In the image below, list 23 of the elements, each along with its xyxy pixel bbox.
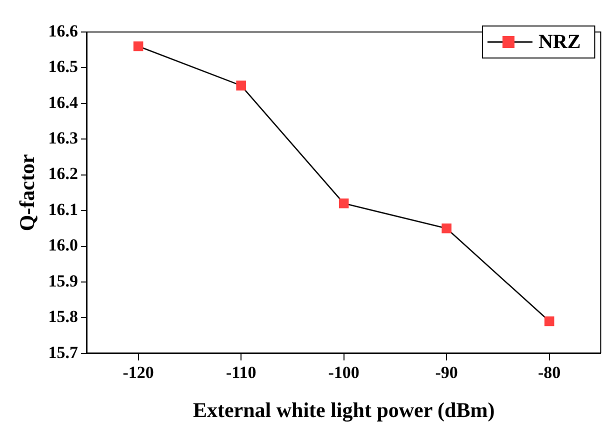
y-tick-label: 15.8 (48, 307, 78, 326)
y-tick-label: 16.3 (48, 128, 78, 148)
point (544, 316, 554, 326)
point (133, 41, 144, 52)
y-axis-title: Q-factor (15, 154, 40, 232)
y-tick-label: 16.4 (48, 92, 78, 112)
y-tick-label: 16.0 (48, 236, 78, 255)
x-tick-label: -120 (122, 362, 154, 382)
y-tick-label: 16.6 (48, 21, 78, 40)
x-tick-label: -110 (226, 362, 256, 382)
y-tick-label: 16.2 (48, 164, 78, 184)
y-tick-label: 16.1 (48, 200, 78, 219)
x-tick-label: -100 (328, 362, 360, 382)
point (338, 198, 349, 208)
x-axis-title: External white light power (dBm) (192, 398, 495, 422)
point (236, 80, 246, 90)
legend-label: NRZ (538, 31, 581, 54)
point (442, 224, 452, 234)
x-tick-label: -80 (538, 362, 561, 382)
x-tick-label: -90 (435, 362, 458, 382)
y-tick-label: 16.5 (48, 57, 78, 76)
y-tick-label: 15.7 (48, 342, 78, 362)
y-tick-label: 15.9 (48, 271, 78, 290)
